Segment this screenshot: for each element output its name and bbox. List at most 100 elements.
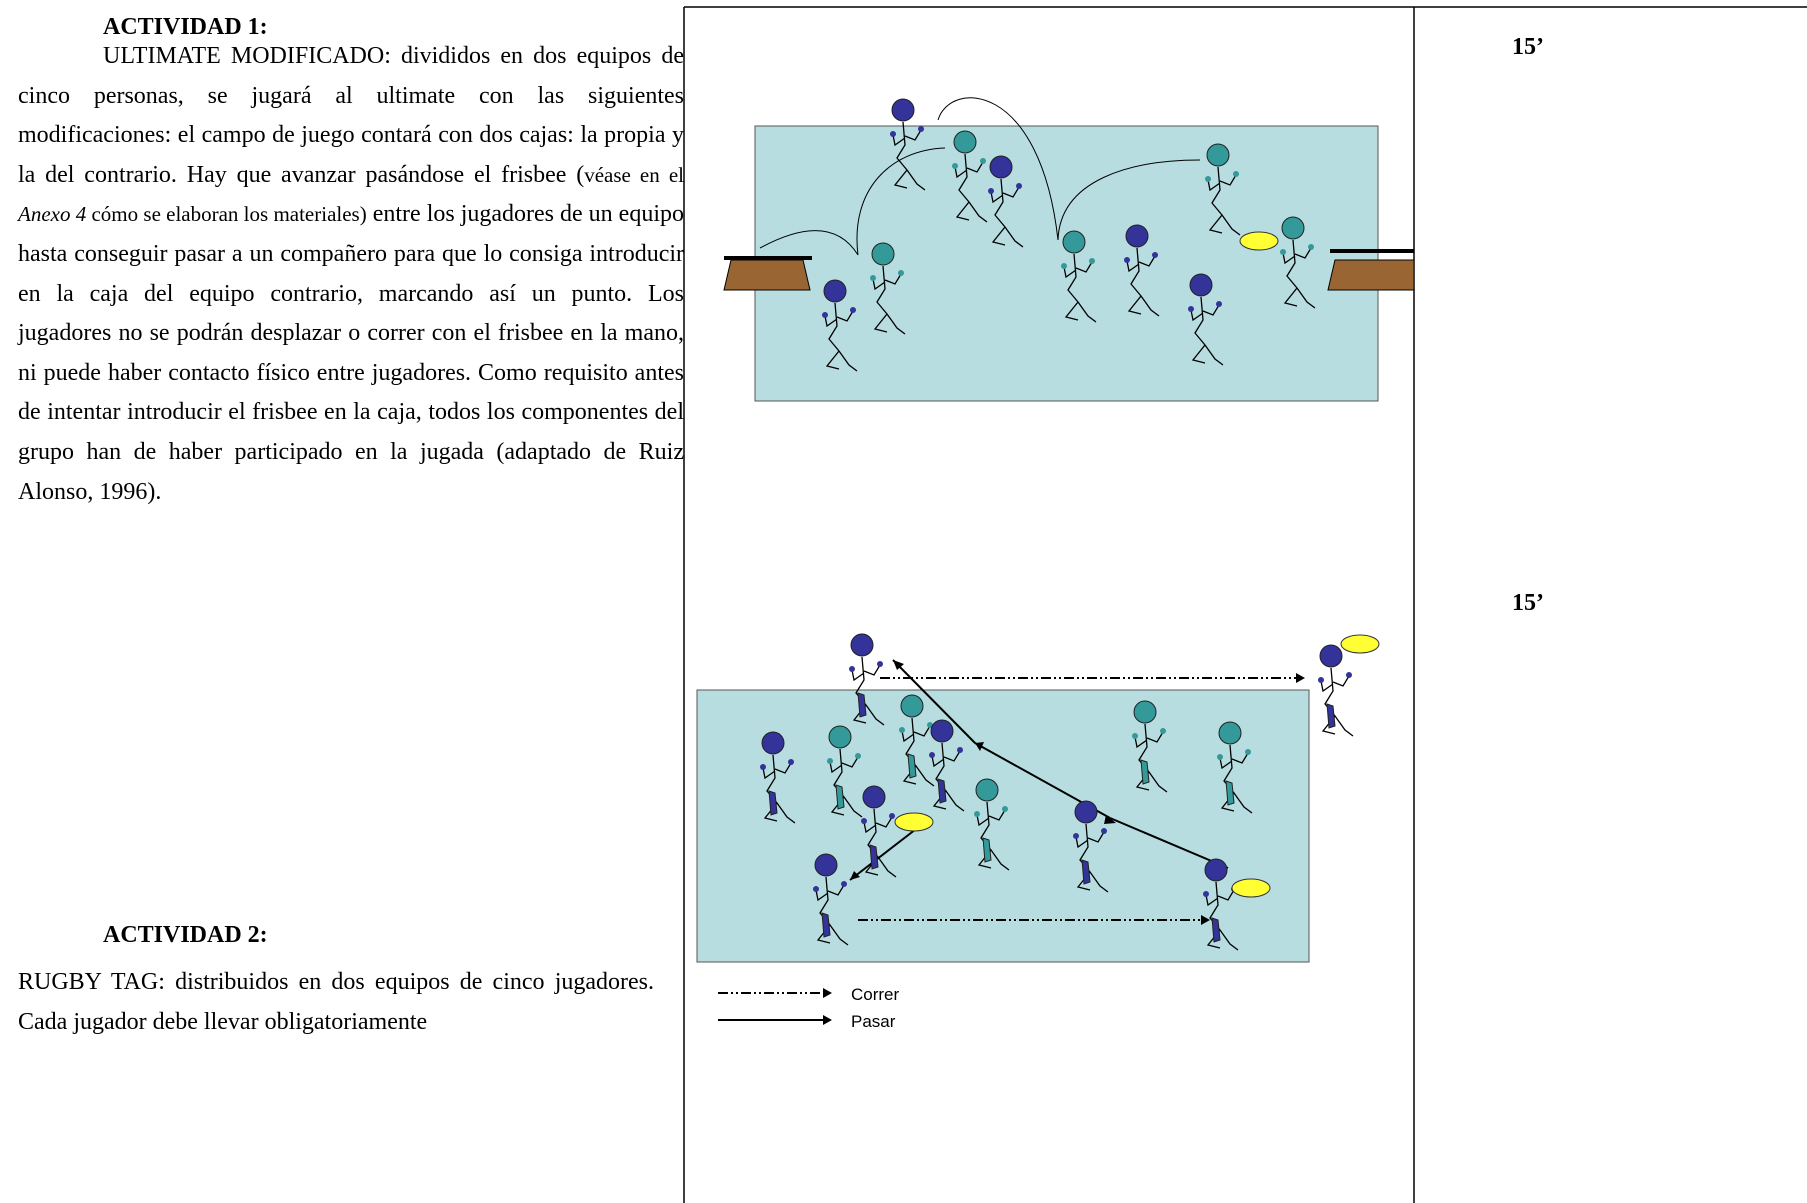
figure-part bbox=[1062, 230, 1086, 254]
figure-part bbox=[1233, 171, 1239, 177]
figure-part bbox=[1204, 858, 1228, 882]
figure-part bbox=[1308, 244, 1314, 250]
figure-part bbox=[890, 131, 896, 137]
text: Anexo 4 bbox=[18, 202, 87, 227]
field bbox=[754, 125, 1379, 402]
figure-part bbox=[1089, 258, 1095, 264]
figure-part bbox=[1189, 273, 1213, 297]
figure-part bbox=[1016, 183, 1022, 189]
figure-part bbox=[841, 881, 847, 887]
figure-part bbox=[1206, 143, 1230, 167]
figure-part bbox=[1205, 176, 1211, 182]
figure-part bbox=[850, 633, 874, 657]
figure-part bbox=[1245, 749, 1251, 755]
figure-part bbox=[989, 155, 1013, 179]
figure-part bbox=[980, 158, 986, 164]
figure-part bbox=[877, 661, 883, 667]
figure-part bbox=[1207, 166, 1241, 236]
figure-part bbox=[1225, 780, 1235, 806]
figure-part bbox=[870, 275, 876, 281]
figure-part bbox=[1218, 721, 1242, 745]
figure-part bbox=[1318, 677, 1324, 683]
figure-part bbox=[894, 812, 934, 832]
figure-part bbox=[952, 163, 958, 169]
figure-part bbox=[1074, 800, 1098, 824]
figure-part bbox=[1280, 249, 1286, 255]
figure-part bbox=[1211, 917, 1221, 943]
figure-part bbox=[1281, 216, 1305, 240]
field bbox=[696, 689, 1310, 963]
figure-part bbox=[974, 811, 980, 817]
figure-part bbox=[813, 886, 819, 892]
figure-part bbox=[1319, 644, 1343, 668]
figure-part bbox=[849, 666, 855, 672]
figure-part bbox=[1231, 878, 1271, 898]
figure-part bbox=[1190, 296, 1224, 366]
paragraph: RUGBY TAG: distribuidos en dos equipos d… bbox=[18, 969, 654, 1035]
figure-part bbox=[1133, 700, 1157, 724]
figure-part bbox=[898, 270, 904, 276]
figure-part bbox=[1326, 703, 1336, 729]
figure-part bbox=[1346, 672, 1352, 678]
figure-part bbox=[937, 778, 947, 804]
figure-part bbox=[900, 694, 924, 718]
figure-part bbox=[1203, 891, 1209, 897]
figure-part bbox=[862, 785, 886, 809]
figure-part bbox=[857, 692, 867, 718]
figure-part bbox=[1320, 667, 1354, 737]
figure-part bbox=[760, 764, 766, 770]
figure-part bbox=[869, 844, 879, 870]
figure-part bbox=[823, 279, 847, 303]
figure-part bbox=[1125, 224, 1149, 248]
figure-part bbox=[954, 153, 988, 223]
figure-part bbox=[990, 178, 1024, 248]
figure-part bbox=[788, 759, 794, 765]
figure-part bbox=[1132, 733, 1138, 739]
figure-part bbox=[1239, 231, 1279, 251]
text: entre los jugadores de un equipo hasta c… bbox=[18, 201, 685, 505]
text: ULTIMATE MODIFICADO: divididos en dos eq… bbox=[18, 43, 684, 188]
figure-part bbox=[871, 242, 895, 266]
figure-part bbox=[1216, 301, 1222, 307]
figure-part bbox=[929, 752, 935, 758]
figure-part bbox=[1152, 252, 1158, 258]
figure-part bbox=[1124, 257, 1130, 263]
figure-part bbox=[899, 727, 905, 733]
legend-label: Pasar bbox=[851, 1012, 896, 1031]
figure-part bbox=[953, 130, 977, 154]
figure-part bbox=[827, 758, 833, 764]
figure-part bbox=[822, 312, 828, 318]
figure-part bbox=[835, 784, 845, 810]
figure-part bbox=[918, 126, 924, 132]
figure-part bbox=[892, 121, 926, 191]
figure-part bbox=[855, 753, 861, 759]
duration: 15’ bbox=[1512, 34, 1544, 60]
figure-part bbox=[1217, 754, 1223, 760]
legend-label: Correr bbox=[851, 985, 900, 1004]
figure-part bbox=[988, 188, 994, 194]
figure-part bbox=[768, 790, 778, 816]
figure-part bbox=[930, 719, 954, 743]
figure-part bbox=[1188, 306, 1194, 312]
figure-part bbox=[1081, 859, 1091, 885]
figure-part bbox=[872, 265, 906, 335]
text: cómo se elaboran los materiales) bbox=[86, 202, 367, 227]
duration: 15’ bbox=[1512, 590, 1544, 616]
figure-part bbox=[1282, 239, 1316, 309]
text: véase en el bbox=[584, 162, 684, 187]
figure-part bbox=[1063, 253, 1097, 323]
figure-part bbox=[1101, 828, 1107, 834]
figure-part bbox=[761, 731, 785, 755]
figure-part bbox=[821, 912, 831, 938]
heading: ACTIVIDAD 2: bbox=[103, 922, 268, 948]
figure-part bbox=[828, 725, 852, 749]
figure-part bbox=[889, 813, 895, 819]
figure-part bbox=[891, 98, 915, 122]
figure-part bbox=[1002, 806, 1008, 812]
figure-part bbox=[861, 818, 867, 824]
figure-part bbox=[1073, 833, 1079, 839]
figure-part bbox=[1340, 634, 1380, 654]
figure-part bbox=[824, 302, 858, 372]
